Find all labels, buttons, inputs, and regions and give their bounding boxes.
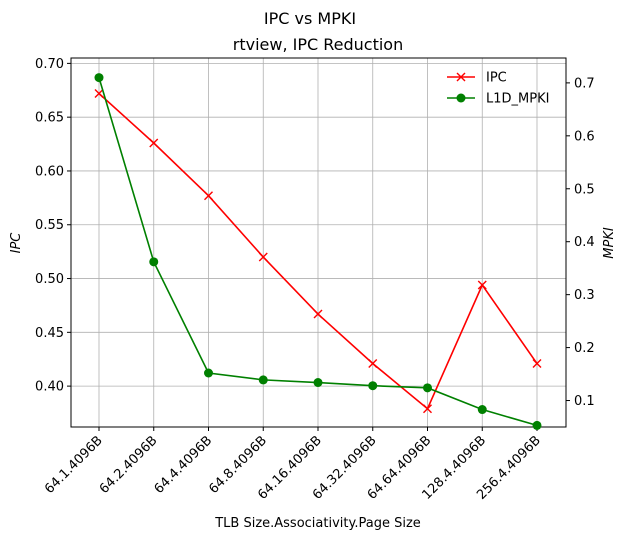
marker-stroke xyxy=(204,191,213,201)
data-point xyxy=(149,257,159,267)
data-point xyxy=(94,73,104,83)
right-axis-label: MPKI xyxy=(602,227,617,259)
legend-marker xyxy=(456,72,466,82)
marker-stroke xyxy=(313,309,323,319)
series-layer xyxy=(94,73,542,430)
legend-item: IPC xyxy=(447,71,507,86)
x-tick-label: 64.4.4096B xyxy=(152,433,216,497)
data-point xyxy=(149,138,159,148)
left-tick-label: 0.70 xyxy=(35,57,64,72)
data-point xyxy=(313,309,323,319)
right-tick-label: 0.4 xyxy=(574,235,595,250)
left-axis: 0.40 0.45 0.50 0.55 0.60 0.65 0.70 xyxy=(35,57,71,395)
data-point xyxy=(258,375,268,385)
right-axis: 0.1 0.2 0.3 0.4 0.5 0.6 0.7 xyxy=(566,76,595,409)
x-axis: 64.1.4096B64.2.4096B64.4.4096B64.8.4096B… xyxy=(42,427,544,503)
data-point xyxy=(368,359,378,369)
legend-label: IPC xyxy=(486,71,507,86)
plot-area xyxy=(70,57,567,428)
right-tick-label: 0.1 xyxy=(574,394,595,409)
left-tick-label: 0.65 xyxy=(35,111,64,126)
data-point xyxy=(477,280,487,290)
data-point xyxy=(532,420,542,430)
data-point xyxy=(204,368,213,378)
data-point xyxy=(94,89,104,98)
marker-stroke xyxy=(368,359,378,369)
marker-stroke xyxy=(258,252,268,262)
marker-stroke xyxy=(149,138,159,148)
series-ipc xyxy=(94,89,542,414)
grid-lines xyxy=(71,58,566,427)
right-tick-label: 0.3 xyxy=(574,288,595,303)
legend-marker xyxy=(456,93,466,103)
data-point xyxy=(477,405,487,415)
left-tick-label: 0.60 xyxy=(35,164,64,179)
chart-title: IPC vs MPKI xyxy=(264,9,356,28)
left-tick-label: 0.55 xyxy=(35,218,64,233)
marker-stroke xyxy=(477,280,487,290)
marker-stroke xyxy=(423,404,432,414)
data-point xyxy=(258,252,268,262)
data-point xyxy=(423,383,432,393)
right-tick-label: 0.5 xyxy=(574,182,595,197)
x-tick-label: 64.2.4096B xyxy=(97,433,161,497)
x-tick-label: 64.1.4096B xyxy=(42,433,106,497)
legend-item: L1D_MPKI xyxy=(447,92,549,107)
data-point xyxy=(368,381,378,391)
left-tick-label: 0.40 xyxy=(35,380,64,395)
right-tick-label: 0.6 xyxy=(574,129,595,144)
left-tick-label: 0.45 xyxy=(35,326,64,341)
marker-stroke xyxy=(532,359,542,369)
left-tick-label: 0.50 xyxy=(35,272,64,287)
right-tick-label: 0.7 xyxy=(574,76,595,91)
data-point xyxy=(423,404,432,414)
data-point xyxy=(204,191,213,201)
legend: IPC L1D_MPKI xyxy=(447,71,549,107)
chart-subtitle: rtview, IPC Reduction xyxy=(233,35,403,54)
left-axis-label: IPC xyxy=(9,232,24,254)
data-point xyxy=(313,378,323,388)
right-tick-label: 0.2 xyxy=(574,341,595,356)
marker-stroke xyxy=(94,89,104,98)
data-point xyxy=(532,359,542,369)
x-axis-label: TLB Size.Associativity.Page Size xyxy=(214,516,421,531)
series-l1d-mpki xyxy=(94,73,542,430)
legend-label: L1D_MPKI xyxy=(486,92,549,107)
